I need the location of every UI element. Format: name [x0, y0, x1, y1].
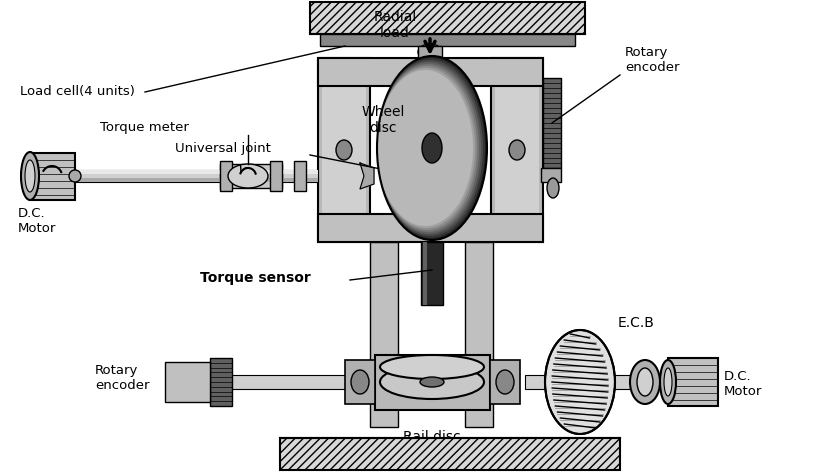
Ellipse shape [377, 60, 483, 236]
Ellipse shape [496, 370, 514, 394]
Text: Torque meter: Torque meter [100, 121, 188, 133]
Bar [525, 375, 665, 389]
Bar [75, 170, 318, 182]
Ellipse shape [25, 160, 35, 192]
Text: Radial
load: Radial load [374, 10, 417, 40]
Bar [320, 34, 575, 46]
Bar [270, 161, 282, 191]
Text: E.C.B: E.C.B [618, 316, 655, 330]
Ellipse shape [380, 355, 484, 379]
Ellipse shape [660, 360, 676, 404]
Text: Rotary
encoder: Rotary encoder [95, 364, 149, 392]
Ellipse shape [418, 44, 442, 60]
Text: D.C.
Motor: D.C. Motor [18, 207, 57, 235]
Ellipse shape [547, 178, 559, 198]
Bar [490, 360, 520, 404]
Bar [165, 362, 210, 402]
Polygon shape [360, 163, 374, 189]
Ellipse shape [377, 58, 485, 238]
Ellipse shape [428, 56, 452, 240]
Bar [294, 161, 306, 191]
Text: Torque sensor: Torque sensor [200, 271, 311, 285]
Bar [543, 78, 561, 168]
Bar [541, 168, 561, 182]
Bar [421, 242, 443, 305]
Ellipse shape [637, 368, 653, 396]
Bar [75, 178, 318, 182]
Bar [465, 242, 493, 427]
Bar [370, 242, 398, 427]
Bar [318, 214, 543, 242]
Bar [668, 358, 718, 406]
Ellipse shape [228, 164, 268, 188]
Ellipse shape [377, 66, 477, 230]
Polygon shape [388, 163, 400, 189]
Bar [423, 242, 427, 305]
Bar [318, 58, 370, 242]
Ellipse shape [422, 133, 442, 163]
Ellipse shape [420, 377, 444, 387]
Ellipse shape [630, 360, 660, 404]
Ellipse shape [351, 370, 369, 394]
Text: Rail disc: Rail disc [403, 430, 461, 444]
Bar [280, 438, 620, 470]
Ellipse shape [381, 169, 395, 183]
Text: Load cell(4 units): Load cell(4 units) [20, 86, 135, 98]
Bar [220, 161, 232, 191]
Ellipse shape [380, 365, 484, 399]
Ellipse shape [664, 368, 672, 396]
Bar [230, 375, 370, 389]
Text: Universal joint: Universal joint [175, 141, 271, 155]
Bar [210, 358, 232, 406]
Bar [75, 170, 318, 174]
Bar [418, 46, 442, 58]
Bar [310, 2, 585, 34]
Bar [322, 58, 366, 242]
Ellipse shape [377, 64, 479, 232]
Ellipse shape [377, 68, 475, 228]
Bar [345, 360, 375, 404]
Text: D.C.
Motor: D.C. Motor [724, 370, 762, 398]
Ellipse shape [377, 62, 481, 234]
Ellipse shape [377, 56, 487, 240]
Ellipse shape [21, 152, 39, 200]
Bar [375, 355, 490, 410]
Ellipse shape [377, 70, 473, 226]
Ellipse shape [336, 140, 352, 160]
Text: Wheel
disc: Wheel disc [361, 105, 404, 135]
Bar [220, 164, 282, 188]
Ellipse shape [545, 330, 615, 434]
Bar [30, 153, 75, 200]
Bar [318, 58, 543, 86]
Ellipse shape [69, 170, 81, 182]
Bar [491, 58, 543, 242]
Bar [495, 58, 539, 242]
Text: Rotary
encoder: Rotary encoder [625, 46, 680, 74]
Ellipse shape [509, 140, 525, 160]
